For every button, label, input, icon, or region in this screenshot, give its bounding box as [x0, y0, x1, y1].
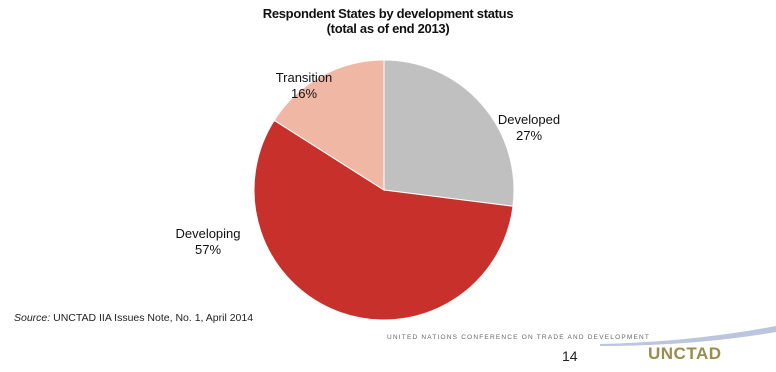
slice-name-developed: Developed	[497, 112, 561, 127]
chart-title: Respondent States by development status	[262, 6, 514, 21]
pie-slice-developed	[383, 59, 515, 207]
chart-title-block: Respondent States by development status …	[0, 6, 776, 36]
pie-slice-developing	[253, 119, 514, 321]
slice-value-transition: 16%	[290, 86, 318, 101]
slice-value-developed: 27%	[515, 128, 543, 143]
slice-label-developed: Developed 27%	[484, 112, 574, 144]
unctad-logo: UNCTAD	[648, 344, 722, 363]
slice-name-transition: Transition	[275, 70, 333, 85]
slice-label-developing: Developing 57%	[158, 226, 258, 258]
swoosh-decoration	[600, 326, 776, 346]
organization-name: UNITED NATIONS CONFERENCE ON TRADE AND D…	[387, 334, 651, 341]
source-lead: Source:	[14, 312, 51, 324]
chart-subtitle: (total as of end 2013)	[326, 21, 450, 36]
source-note: Source: UNCTAD IIA Issues Note, No. 1, A…	[14, 312, 253, 324]
slice-name-developing: Developing	[175, 226, 241, 241]
slice-label-transition: Transition 16%	[256, 70, 352, 102]
pie-slice-transition	[273, 59, 385, 191]
source-text: UNCTAD IIA Issues Note, No. 1, April 201…	[53, 312, 254, 324]
page-number: 14	[562, 348, 578, 364]
slice-value-developing: 57%	[194, 242, 222, 257]
